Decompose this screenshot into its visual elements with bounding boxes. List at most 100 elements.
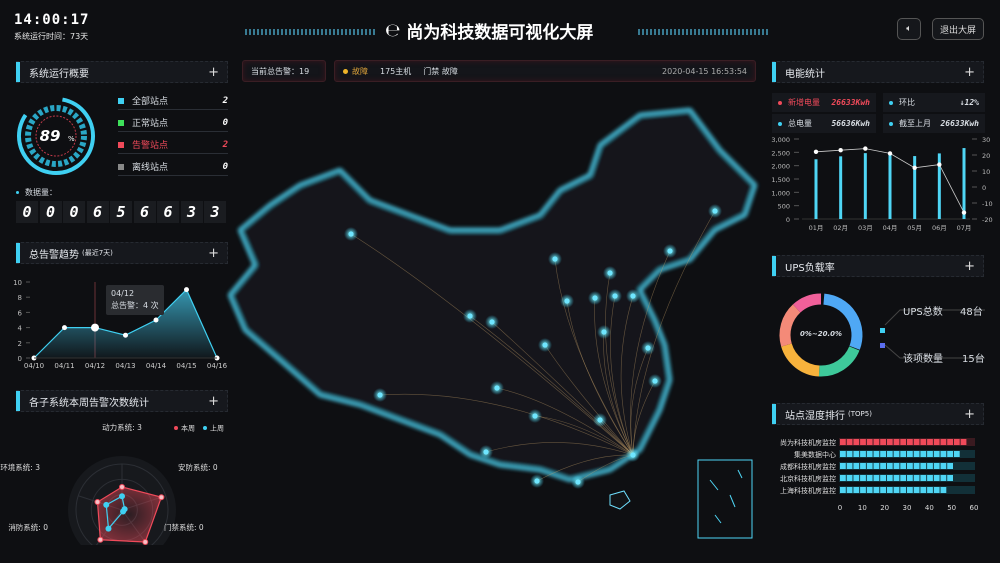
bar-segment bbox=[866, 451, 873, 457]
station-marker bbox=[592, 295, 598, 301]
counter-digit: 3 bbox=[180, 201, 203, 223]
sound-button[interactable]: 🔈︎ bbox=[897, 18, 921, 40]
radar-point bbox=[142, 539, 149, 545]
station-marker bbox=[601, 329, 607, 335]
radar-chart: 动力系统: 3 安防系统: 0 门禁系统: 0 消防系统: 0 环境系统: 3 本周 上周 bbox=[0, 422, 224, 545]
station-marker bbox=[542, 342, 548, 348]
flow-line bbox=[566, 300, 634, 456]
counter-digit: 6 bbox=[133, 201, 156, 223]
counter-digit: 6 bbox=[86, 201, 109, 223]
station-marker bbox=[630, 452, 636, 458]
bar-segment bbox=[853, 463, 860, 469]
bar-segment bbox=[880, 439, 886, 445]
station-marker bbox=[467, 313, 473, 319]
y-tick-label-left: 1,500 bbox=[771, 176, 790, 184]
x-tick-label: 02月 bbox=[833, 224, 848, 232]
legend-swatch bbox=[118, 163, 124, 170]
expand-button[interactable]: + bbox=[208, 64, 219, 80]
counter-digit: 0 bbox=[39, 201, 62, 223]
bar-segment bbox=[947, 439, 953, 445]
bar-segment bbox=[866, 487, 873, 493]
bar-segment bbox=[853, 451, 860, 457]
bar-segment bbox=[920, 475, 927, 481]
bar-segment bbox=[846, 475, 853, 481]
bar bbox=[814, 159, 818, 219]
exit-fullscreen-button[interactable]: 退出大屏 bbox=[932, 18, 984, 40]
flow-line bbox=[620, 295, 634, 456]
x-tick-label: 05月 bbox=[907, 224, 922, 232]
ups-item-label: 该项数量 bbox=[903, 354, 943, 365]
bar-segment bbox=[846, 451, 853, 457]
y-tick-label-left: 3,000 bbox=[771, 136, 790, 144]
y-tick-label-right: 30 bbox=[982, 136, 990, 144]
bar-segment bbox=[947, 475, 953, 481]
station-marker bbox=[612, 293, 618, 299]
counter-digit: 5 bbox=[110, 201, 132, 223]
bar-segment bbox=[947, 463, 953, 469]
expand-button[interactable]: + bbox=[964, 64, 975, 80]
x-tick-label: 06月 bbox=[932, 224, 947, 232]
bar bbox=[913, 156, 917, 219]
gauge: 89 % bbox=[17, 97, 95, 175]
bar-segment bbox=[900, 487, 907, 493]
bar-segment bbox=[900, 463, 907, 469]
flow-line bbox=[605, 272, 634, 456]
y-tick-label-left: 2,500 bbox=[771, 149, 790, 157]
x-tick-label: 30 bbox=[903, 504, 912, 512]
bar-segment bbox=[886, 475, 893, 481]
radar-label: 门禁系统: 0 bbox=[164, 522, 204, 532]
bar-segment bbox=[873, 475, 880, 481]
x-tick-label: 04/15 bbox=[176, 362, 196, 370]
bar-segment bbox=[940, 451, 947, 457]
bar-segment bbox=[933, 451, 940, 457]
data-point bbox=[863, 146, 868, 151]
bar-segment bbox=[913, 463, 920, 469]
y-tick-label-right: -10 bbox=[982, 200, 993, 208]
x-tick-label: 03月 bbox=[858, 224, 873, 232]
station-marker bbox=[575, 479, 581, 485]
flow-line bbox=[379, 393, 634, 456]
bar-segment bbox=[840, 487, 846, 493]
ups-item-value: 15台 bbox=[962, 354, 985, 365]
ups-connectors bbox=[880, 309, 985, 359]
energy-stat: 环比 ↓12% bbox=[883, 93, 985, 112]
bar-segment bbox=[933, 475, 940, 481]
expand-button[interactable]: + bbox=[964, 406, 975, 422]
expand-button[interactable]: + bbox=[208, 393, 219, 409]
legend-swatch bbox=[118, 97, 124, 104]
radar-point bbox=[94, 499, 101, 506]
y-tick-label: 6 bbox=[18, 309, 23, 317]
china-map[interactable] bbox=[220, 90, 765, 550]
radar-header: 各子系统本周告警次数统计 + bbox=[16, 390, 228, 412]
bar-segment bbox=[880, 463, 886, 469]
bar-segment bbox=[893, 439, 900, 445]
ups-header: UPS负载率 + bbox=[772, 255, 984, 277]
bar-segment bbox=[873, 463, 880, 469]
expand-button[interactable]: + bbox=[208, 245, 219, 261]
radar-point bbox=[120, 508, 127, 515]
bar-segment bbox=[900, 475, 907, 481]
trend-chart: 0 2 4 6 8 10 04/10 04/11 04/12 04/13 04/14 04/15 04/… bbox=[13, 279, 228, 370]
y-tick-label-left: 0 bbox=[786, 216, 790, 224]
x-tick-label: 04/10 bbox=[24, 362, 44, 370]
flow-line bbox=[469, 315, 634, 456]
bar-segment bbox=[886, 487, 893, 493]
counter-digit: 6 bbox=[157, 201, 179, 223]
counter-digit: 0 bbox=[63, 201, 85, 223]
y-tick-label-right: 10 bbox=[982, 168, 990, 176]
y-tick-label-right: 20 bbox=[982, 152, 990, 160]
expand-button[interactable]: + bbox=[964, 258, 975, 274]
data-point bbox=[912, 165, 917, 170]
bar-segment bbox=[840, 463, 846, 469]
bar-segment bbox=[913, 487, 920, 493]
bar-segment bbox=[840, 475, 846, 481]
x-tick-label: 04/12 bbox=[85, 362, 105, 370]
bar-segment bbox=[873, 487, 880, 493]
x-tick-label: 50 bbox=[947, 504, 956, 512]
bar-segment bbox=[920, 439, 927, 445]
radar-label: 环境系统: 3 bbox=[0, 462, 40, 472]
bar-segment bbox=[860, 439, 866, 445]
bar-segment bbox=[900, 439, 907, 445]
alert-ticker[interactable]: 故障 175主机 门禁 故障 2020-04-15 16:53:54 bbox=[334, 60, 756, 82]
